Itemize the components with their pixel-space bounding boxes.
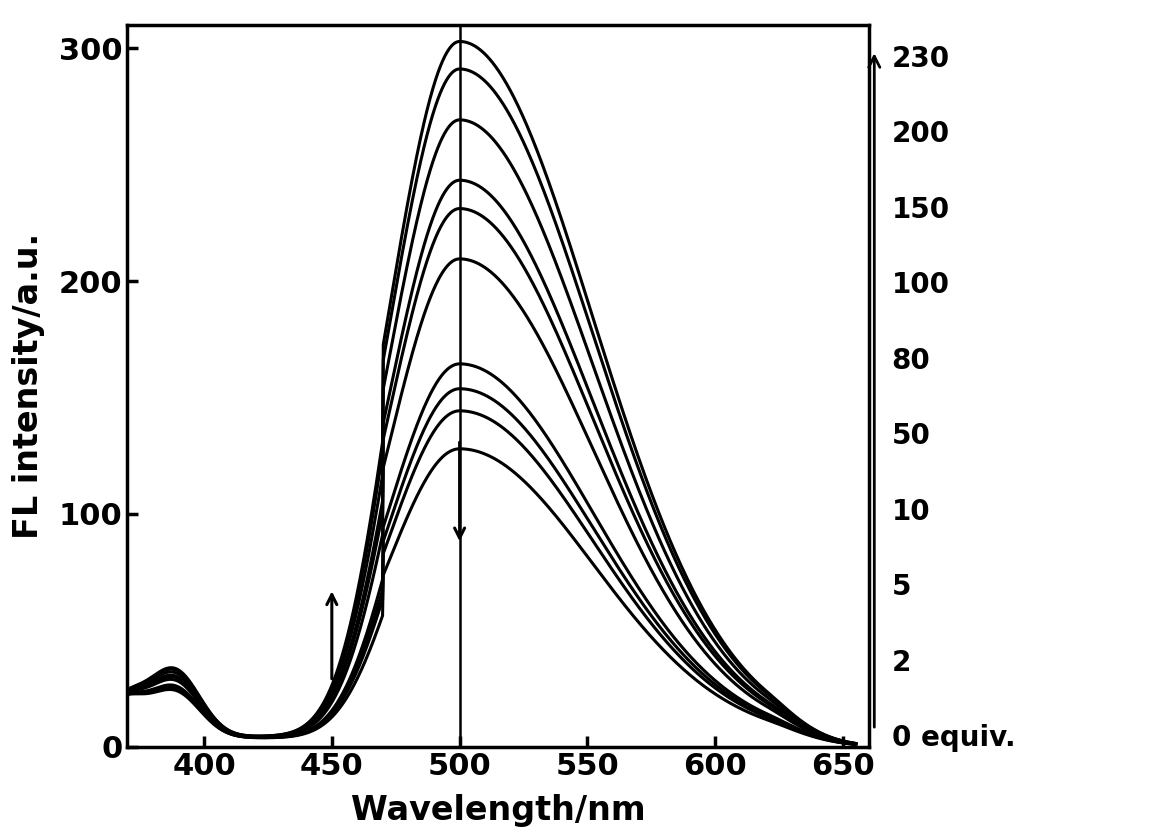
Text: 50: 50: [892, 422, 931, 451]
X-axis label: Wavelength/nm: Wavelength/nm: [351, 795, 645, 827]
Text: 100: 100: [892, 271, 950, 300]
Y-axis label: FL intensity/a.u.: FL intensity/a.u.: [12, 233, 45, 539]
Text: 150: 150: [892, 195, 950, 224]
Text: 80: 80: [892, 347, 930, 375]
Text: 2: 2: [892, 649, 911, 677]
Text: 5: 5: [892, 573, 911, 602]
Text: 0 equiv.: 0 equiv.: [892, 724, 1016, 753]
Text: 10: 10: [892, 498, 930, 526]
Text: 200: 200: [892, 120, 950, 149]
Text: 230: 230: [892, 44, 950, 73]
